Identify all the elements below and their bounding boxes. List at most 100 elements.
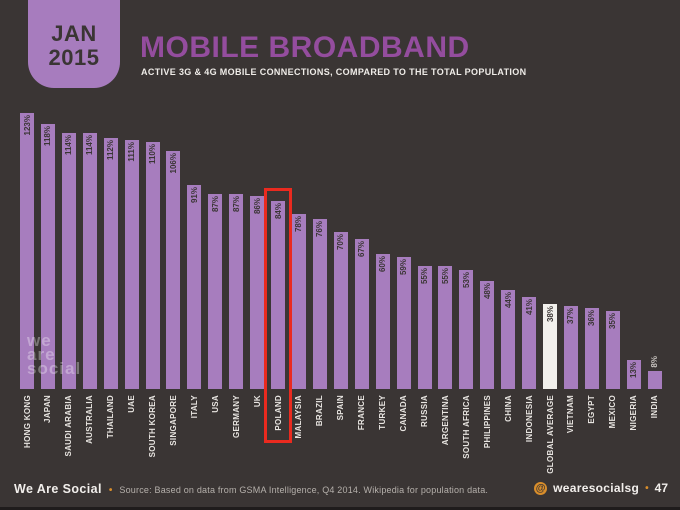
category-label-area: GERMANY xyxy=(229,395,243,465)
bar-value-label: 78% xyxy=(294,216,304,233)
category-label-area: INDIA xyxy=(648,395,662,465)
bar-column-vietnam: 37% VIETNAM xyxy=(563,113,578,465)
category-label-area: JAPAN xyxy=(41,395,55,465)
category-label-spain: SPAIN xyxy=(336,395,346,421)
bar-thailand: 112% xyxy=(103,137,118,389)
bar-italy: 91% xyxy=(187,184,202,389)
category-label-area: PHILIPPINES xyxy=(480,395,494,465)
category-label-singapore: SINGAPORE xyxy=(168,395,178,446)
category-label-germany: GERMANY xyxy=(231,395,241,438)
bar-column-india: 8% INDIA xyxy=(647,113,662,465)
bar-south-africa: 53% xyxy=(459,270,474,389)
bar-value-label: 48% xyxy=(482,283,492,300)
category-label-brazil: BRAZIL xyxy=(315,395,325,427)
category-label-area: THAILAND xyxy=(104,395,118,465)
bar-area: 37% xyxy=(563,113,578,389)
category-label-area: VIETNAM xyxy=(564,395,578,465)
bar-value-label: 35% xyxy=(608,312,618,329)
category-label-area: MEXICO xyxy=(606,395,620,465)
bar-singapore: 106% xyxy=(166,151,181,389)
bar-indonesia: 41% xyxy=(522,297,537,389)
bar-area: 55% xyxy=(417,113,432,389)
category-label-philippines: PHILIPPINES xyxy=(482,395,492,449)
bar-column-canada: 59% CANADA xyxy=(396,113,411,465)
category-label-mexico: MEXICO xyxy=(608,395,618,429)
bar-column-japan: 118% JAPAN xyxy=(40,113,55,465)
category-label-area: GLOBAL AVERAGE xyxy=(543,395,557,474)
bar-area: 60% xyxy=(375,113,390,389)
category-label-china: CHINA xyxy=(503,395,513,422)
bar-nigeria: 13% xyxy=(626,359,641,389)
bar-value-label: 41% xyxy=(524,299,534,316)
category-label-canada: CANADA xyxy=(399,395,409,432)
bar-value-label: 123% xyxy=(22,115,32,136)
bar-column-australia: 114% AUSTRALIA xyxy=(82,113,97,465)
category-label-area: FRANCE xyxy=(355,395,369,465)
source-note: Source: Based on data from GSMA Intellig… xyxy=(119,485,489,495)
bar-value-label: 59% xyxy=(399,258,409,275)
bar-column-france: 67% FRANCE xyxy=(354,113,369,465)
category-label-area: BRAZIL xyxy=(313,395,327,465)
bar-hong-kong: 123% xyxy=(20,113,34,389)
page-subtitle: ACTIVE 3G & 4G MOBILE CONNECTIONS, COMPA… xyxy=(141,67,527,77)
bar-value-label: 87% xyxy=(231,195,241,212)
bar-area: 110% xyxy=(145,113,160,389)
category-label-russia: RUSSIA xyxy=(420,395,430,428)
bar-column-hong-kong: 123% HONG KONG xyxy=(20,113,34,465)
bar-mexico: 35% xyxy=(605,310,620,389)
bar-france: 67% xyxy=(354,238,369,389)
category-label-area: HONG KONG xyxy=(20,395,34,465)
social-handle: wearesocialsg xyxy=(553,481,640,495)
category-label-france: FRANCE xyxy=(357,395,367,431)
watermark-line: are xyxy=(27,345,56,364)
category-label-south-korea: SOUTH KOREA xyxy=(148,395,158,458)
bar-value-label: 8% xyxy=(650,356,660,368)
bar-area: 67% xyxy=(354,113,369,389)
bar-egypt: 36% xyxy=(584,308,599,389)
category-label-area: UK xyxy=(250,395,264,465)
bar-value-label: 44% xyxy=(503,292,513,309)
bar-value-label: 38% xyxy=(545,305,555,322)
category-label-india: INDIA xyxy=(650,395,660,419)
bar-philippines: 48% xyxy=(480,281,495,389)
bar-column-russia: 55% RUSSIA xyxy=(417,113,432,465)
bar-area: 86% xyxy=(250,113,265,389)
watermark-line: social xyxy=(27,359,82,378)
bottom-edge-strip xyxy=(0,507,680,510)
bar-area: 78% xyxy=(291,113,306,389)
bar-value-label: 111% xyxy=(127,141,137,162)
bar-column-malaysia: 78% MALAYSIA xyxy=(291,113,306,465)
category-label-area: SINGAPORE xyxy=(166,395,180,465)
bar-value-label: 86% xyxy=(252,198,262,215)
bar-turkey: 60% xyxy=(375,254,390,389)
bar-area: 59% xyxy=(396,113,411,389)
bar-area: 48% xyxy=(480,113,495,389)
bar-column-global-average: 38% GLOBAL AVERAGE xyxy=(543,113,558,474)
page-number: 47 xyxy=(654,481,668,495)
bar-column-argentina: 55% ARGENTINA xyxy=(438,113,453,465)
bar-value-label: 118% xyxy=(43,126,53,147)
category-label-nigeria: NIGERIA xyxy=(629,395,639,431)
bar-column-uae: 111% UAE xyxy=(124,113,139,465)
bar-area: 13% xyxy=(626,113,641,389)
footer-source: We Are Social • Source: Based on data fr… xyxy=(14,482,488,496)
bar-column-spain: 70% SPAIN xyxy=(333,113,348,465)
bar-column-italy: 91% ITALY xyxy=(187,113,202,465)
category-label-area: USA xyxy=(208,395,222,465)
bar-value-label: 87% xyxy=(210,195,220,212)
category-label-australia: AUSTRALIA xyxy=(85,395,95,444)
bar-china: 44% xyxy=(501,290,516,389)
bar-australia: 114% xyxy=(82,133,97,389)
bar-value-label: 55% xyxy=(420,267,430,284)
bar-brazil: 76% xyxy=(312,218,327,389)
bar-column-germany: 87% GERMANY xyxy=(229,113,244,465)
bar-value-label: 60% xyxy=(378,256,388,273)
category-label-area: SOUTH AFRICA xyxy=(459,395,473,465)
bar-column-china: 44% CHINA xyxy=(501,113,516,465)
bar-value-label: 55% xyxy=(440,267,450,284)
bar-column-philippines: 48% PHILIPPINES xyxy=(480,113,495,465)
category-label-area: SOUTH KOREA xyxy=(146,395,160,465)
category-label-usa: USA xyxy=(210,395,220,413)
bar-uk: 86% xyxy=(250,196,265,389)
bar-value-label: 112% xyxy=(106,139,116,160)
